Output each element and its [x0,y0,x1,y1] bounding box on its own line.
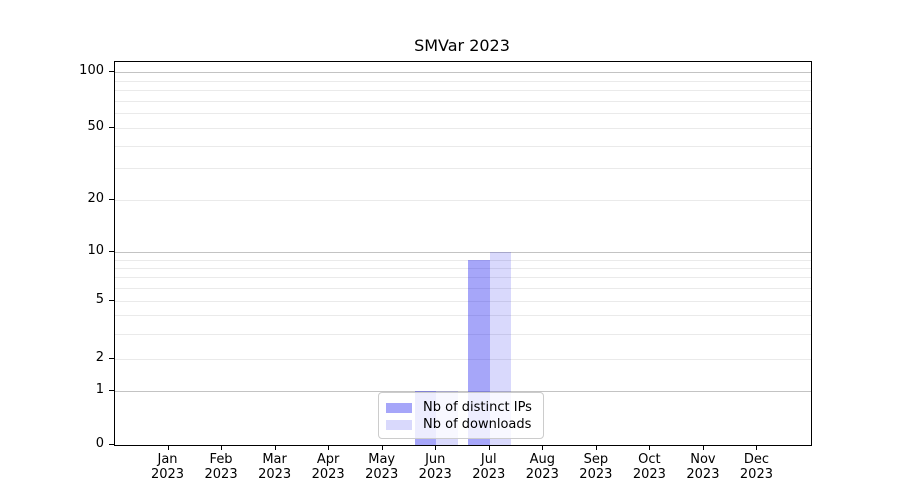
legend-item-distinct-ips: Nb of distinct IPs [386,399,535,416]
gridline-minor-y40 [115,146,811,147]
gridline-minor-y60 [115,113,811,114]
legend-label: Nb of downloads [423,417,532,432]
chart-title: SMVar 2023 [414,36,510,55]
y-tick-label-50: 50 [87,119,104,134]
x-tick-label-aug: Aug 2023 [525,452,559,482]
x-tick-label-mar: Mar 2023 [258,452,292,482]
y-tick-label-2: 2 [95,350,104,365]
x-tick-mark-aug [542,445,544,450]
x-tick-label-jul: Jul 2023 [472,452,506,482]
gridline-minor-y50 [115,128,811,129]
x-tick-label-nov: Nov 2023 [686,452,720,482]
gridline-minor-y6 [115,288,811,289]
x-tick-mark-jul [488,445,490,450]
gridline-minor-y7 [115,277,811,278]
gridline-minor-y9 [115,259,811,261]
x-tick-label-dec: Dec 2023 [739,452,773,482]
x-tick-mark-dec [756,445,758,450]
x-tick-label-feb: Feb 2023 [204,452,238,482]
y-tick-label-5: 5 [95,292,104,307]
legend: Nb of distinct IPs Nb of downloads [378,392,544,439]
gridline-minor-y90 [115,80,811,82]
y-tick-mark-100 [109,71,114,72]
y-tick-label-10: 10 [87,243,104,258]
gridline-major-y1 [115,391,811,392]
gridline-major-y10 [115,252,811,253]
y-tick-label-1: 1 [95,382,104,397]
y-tick-label-20: 20 [87,191,104,206]
legend-item-downloads: Nb of downloads [386,416,535,433]
y-tick-mark-2 [109,358,114,359]
y-tick-label-0: 0 [95,435,104,451]
y-tick-mark-1 [109,390,114,391]
legend-swatch-distinct-ips [386,402,412,413]
x-tick-mark-apr [328,445,330,450]
gridline-minor-y30 [115,168,811,169]
gridline-minor-y2 [115,359,811,360]
y-tick-mark-5 [109,300,114,301]
x-tick-label-apr: Apr 2023 [311,452,345,482]
x-tick-mark-jan [167,445,169,450]
y-tick-mark-50 [109,127,114,128]
legend-label: Nb of distinct IPs [423,400,532,415]
x-tick-label-may: May 2023 [365,452,399,482]
x-tick-label-jun: Jun 2023 [418,452,452,482]
x-tick-mark-may [381,445,383,450]
y-tick-label-100: 100 [79,63,104,78]
x-tick-label-sep: Sep 2023 [579,452,613,482]
y-tick-mark-10 [109,251,114,252]
gridline-minor-y8 [115,268,811,269]
x-tick-mark-jun [435,445,437,450]
x-tick-label-oct: Oct 2023 [632,452,666,482]
plot-area: Nb of distinct IPs Nb of downloads [114,61,812,446]
gridline-minor-y3 [115,334,811,335]
x-tick-mark-feb [221,445,223,450]
x-tick-mark-sep [595,445,597,450]
gridline-minor-y5 [115,301,811,302]
y-tick-mark-20 [109,199,114,200]
gridline-minor-y70 [115,101,811,102]
gridline-minor-y80 [115,90,811,91]
x-tick-label-jan: Jan 2023 [150,452,185,482]
x-tick-mark-oct [649,445,651,450]
x-tick-mark-nov [702,445,704,450]
gridline-minor-y4 [115,315,811,316]
legend-swatch-downloads [386,419,412,430]
x-tick-mark-mar [274,445,276,450]
y-tick-mark-0 [109,443,114,445]
gridline-major-y100 [115,72,811,73]
gridline-minor-y20 [115,200,811,201]
